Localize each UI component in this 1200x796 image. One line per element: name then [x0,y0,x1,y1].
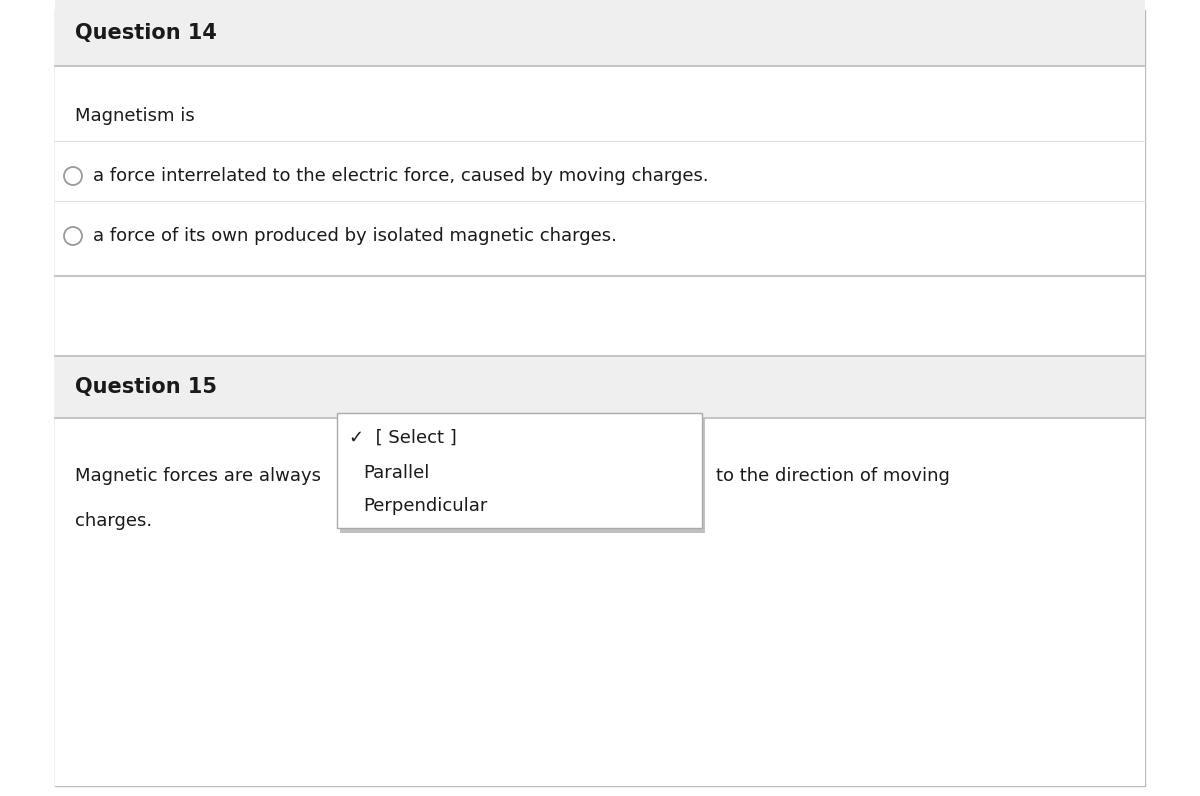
FancyBboxPatch shape [337,413,702,528]
Text: Question 15: Question 15 [74,377,217,397]
FancyBboxPatch shape [55,66,1145,276]
Text: Magnetism is: Magnetism is [74,107,194,125]
FancyBboxPatch shape [340,418,706,533]
Text: Magnetic forces are always: Magnetic forces are always [74,467,322,485]
FancyBboxPatch shape [55,0,1145,66]
Text: Question 14: Question 14 [74,23,217,43]
Circle shape [64,167,82,185]
FancyBboxPatch shape [55,10,1145,786]
FancyBboxPatch shape [55,418,1145,786]
Text: Perpendicular: Perpendicular [364,497,487,515]
Text: ✓  [ Select ]: ✓ [ Select ] [349,429,457,447]
Circle shape [64,227,82,245]
Text: a force of its own produced by isolated magnetic charges.: a force of its own produced by isolated … [94,227,617,245]
Text: charges.: charges. [74,512,152,530]
FancyBboxPatch shape [55,356,1145,418]
Text: to the direction of moving: to the direction of moving [716,467,950,485]
FancyBboxPatch shape [55,276,1145,356]
Text: a force interrelated to the electric force, caused by moving charges.: a force interrelated to the electric for… [94,167,709,185]
Text: Parallel: Parallel [364,464,430,482]
